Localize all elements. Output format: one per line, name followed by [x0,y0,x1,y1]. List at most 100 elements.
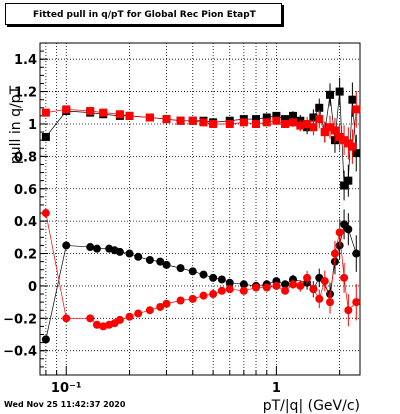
connector-line [343,277,349,311]
data-point [125,111,134,120]
data-point [134,252,143,261]
connector-line [45,212,67,319]
data-point [309,123,318,132]
data-point [352,298,361,307]
data-point [199,270,208,279]
data-point [352,149,361,158]
data-point [217,286,226,295]
data-point [239,286,248,295]
data-point [92,244,101,253]
data-point [176,116,185,125]
data-point [199,118,208,127]
connector-line [329,253,336,303]
data-point [315,294,324,303]
data-point [62,241,71,250]
x-tick-label: 10⁻¹ [51,381,82,396]
data-point [281,280,290,289]
data-point [309,285,318,294]
data-point [289,280,298,289]
data-point [344,306,353,315]
connector-line [324,94,331,133]
y-tick-label: 0.8 [14,150,37,165]
data-point [320,128,329,137]
data-point [348,142,357,151]
data-point [209,290,218,299]
data-point [330,249,339,258]
data-marks [41,77,361,344]
y-tick-label: 1.4 [14,53,37,68]
data-point [62,105,71,114]
data-point [344,176,353,185]
connector-line [45,245,67,340]
y-tick-label: 0.4 [14,215,37,230]
data-point [272,281,281,290]
connector-line [339,232,345,278]
data-point [303,273,312,282]
x-tick-label: 1 [272,381,281,396]
data-point [340,181,349,190]
data-point [92,320,101,329]
data-point [239,118,248,127]
data-point [99,108,108,117]
connector-line [45,110,67,138]
timestamp: Wed Nov 25 11:42:37 2020 [4,400,126,409]
plot-frame [39,42,361,376]
y-tick-label: 1 [28,118,37,133]
data-point [225,285,234,294]
data-point [41,132,50,141]
data-point [41,335,50,344]
data-point [272,116,281,125]
data-point [262,113,271,122]
data-point [176,264,185,273]
data-point [340,136,349,145]
data-point [115,315,124,324]
data-point [41,209,50,218]
data-point [86,243,95,252]
data-point [252,115,261,124]
data-point [344,225,353,234]
y-tick-label: 0 [28,280,37,295]
data-point [86,107,95,116]
x-axis-title: pT/|q| (GeV/c) [263,398,360,414]
chart-title: Fitted pull in q/pT for Global Rec Pion … [5,3,282,25]
data-point [262,283,271,292]
data-point [134,309,143,318]
y-tick-label: 0.2 [14,248,37,263]
series-4 [41,91,361,164]
data-point [303,119,312,128]
data-point [199,291,208,300]
data-point [188,116,197,125]
data-point [335,228,344,237]
data-point [125,249,134,258]
data-point [188,267,197,276]
y-tick-label: 1.2 [14,86,37,101]
connector-line [348,229,357,254]
y-axis-title: pull in q/pT [8,85,24,164]
data-point [162,299,171,308]
data-point [335,87,344,96]
data-point [188,294,197,303]
data-point [262,118,271,127]
series-3 [41,209,361,331]
data-point [320,277,329,286]
data-point [289,118,298,127]
data-point [125,312,134,321]
data-point [62,314,71,323]
data-point [145,113,154,122]
data-point [162,260,171,269]
data-point [156,257,165,266]
data-point [252,283,261,292]
data-point [281,115,290,124]
data-point [309,113,318,122]
data-point [315,115,324,124]
data-point [348,95,357,104]
data-point [225,278,234,287]
data-point [209,273,218,282]
data-point [289,111,298,120]
data-point [340,273,349,282]
data-point [352,105,361,114]
data-point [326,298,335,307]
data-point [156,302,165,311]
data-point [115,247,124,256]
